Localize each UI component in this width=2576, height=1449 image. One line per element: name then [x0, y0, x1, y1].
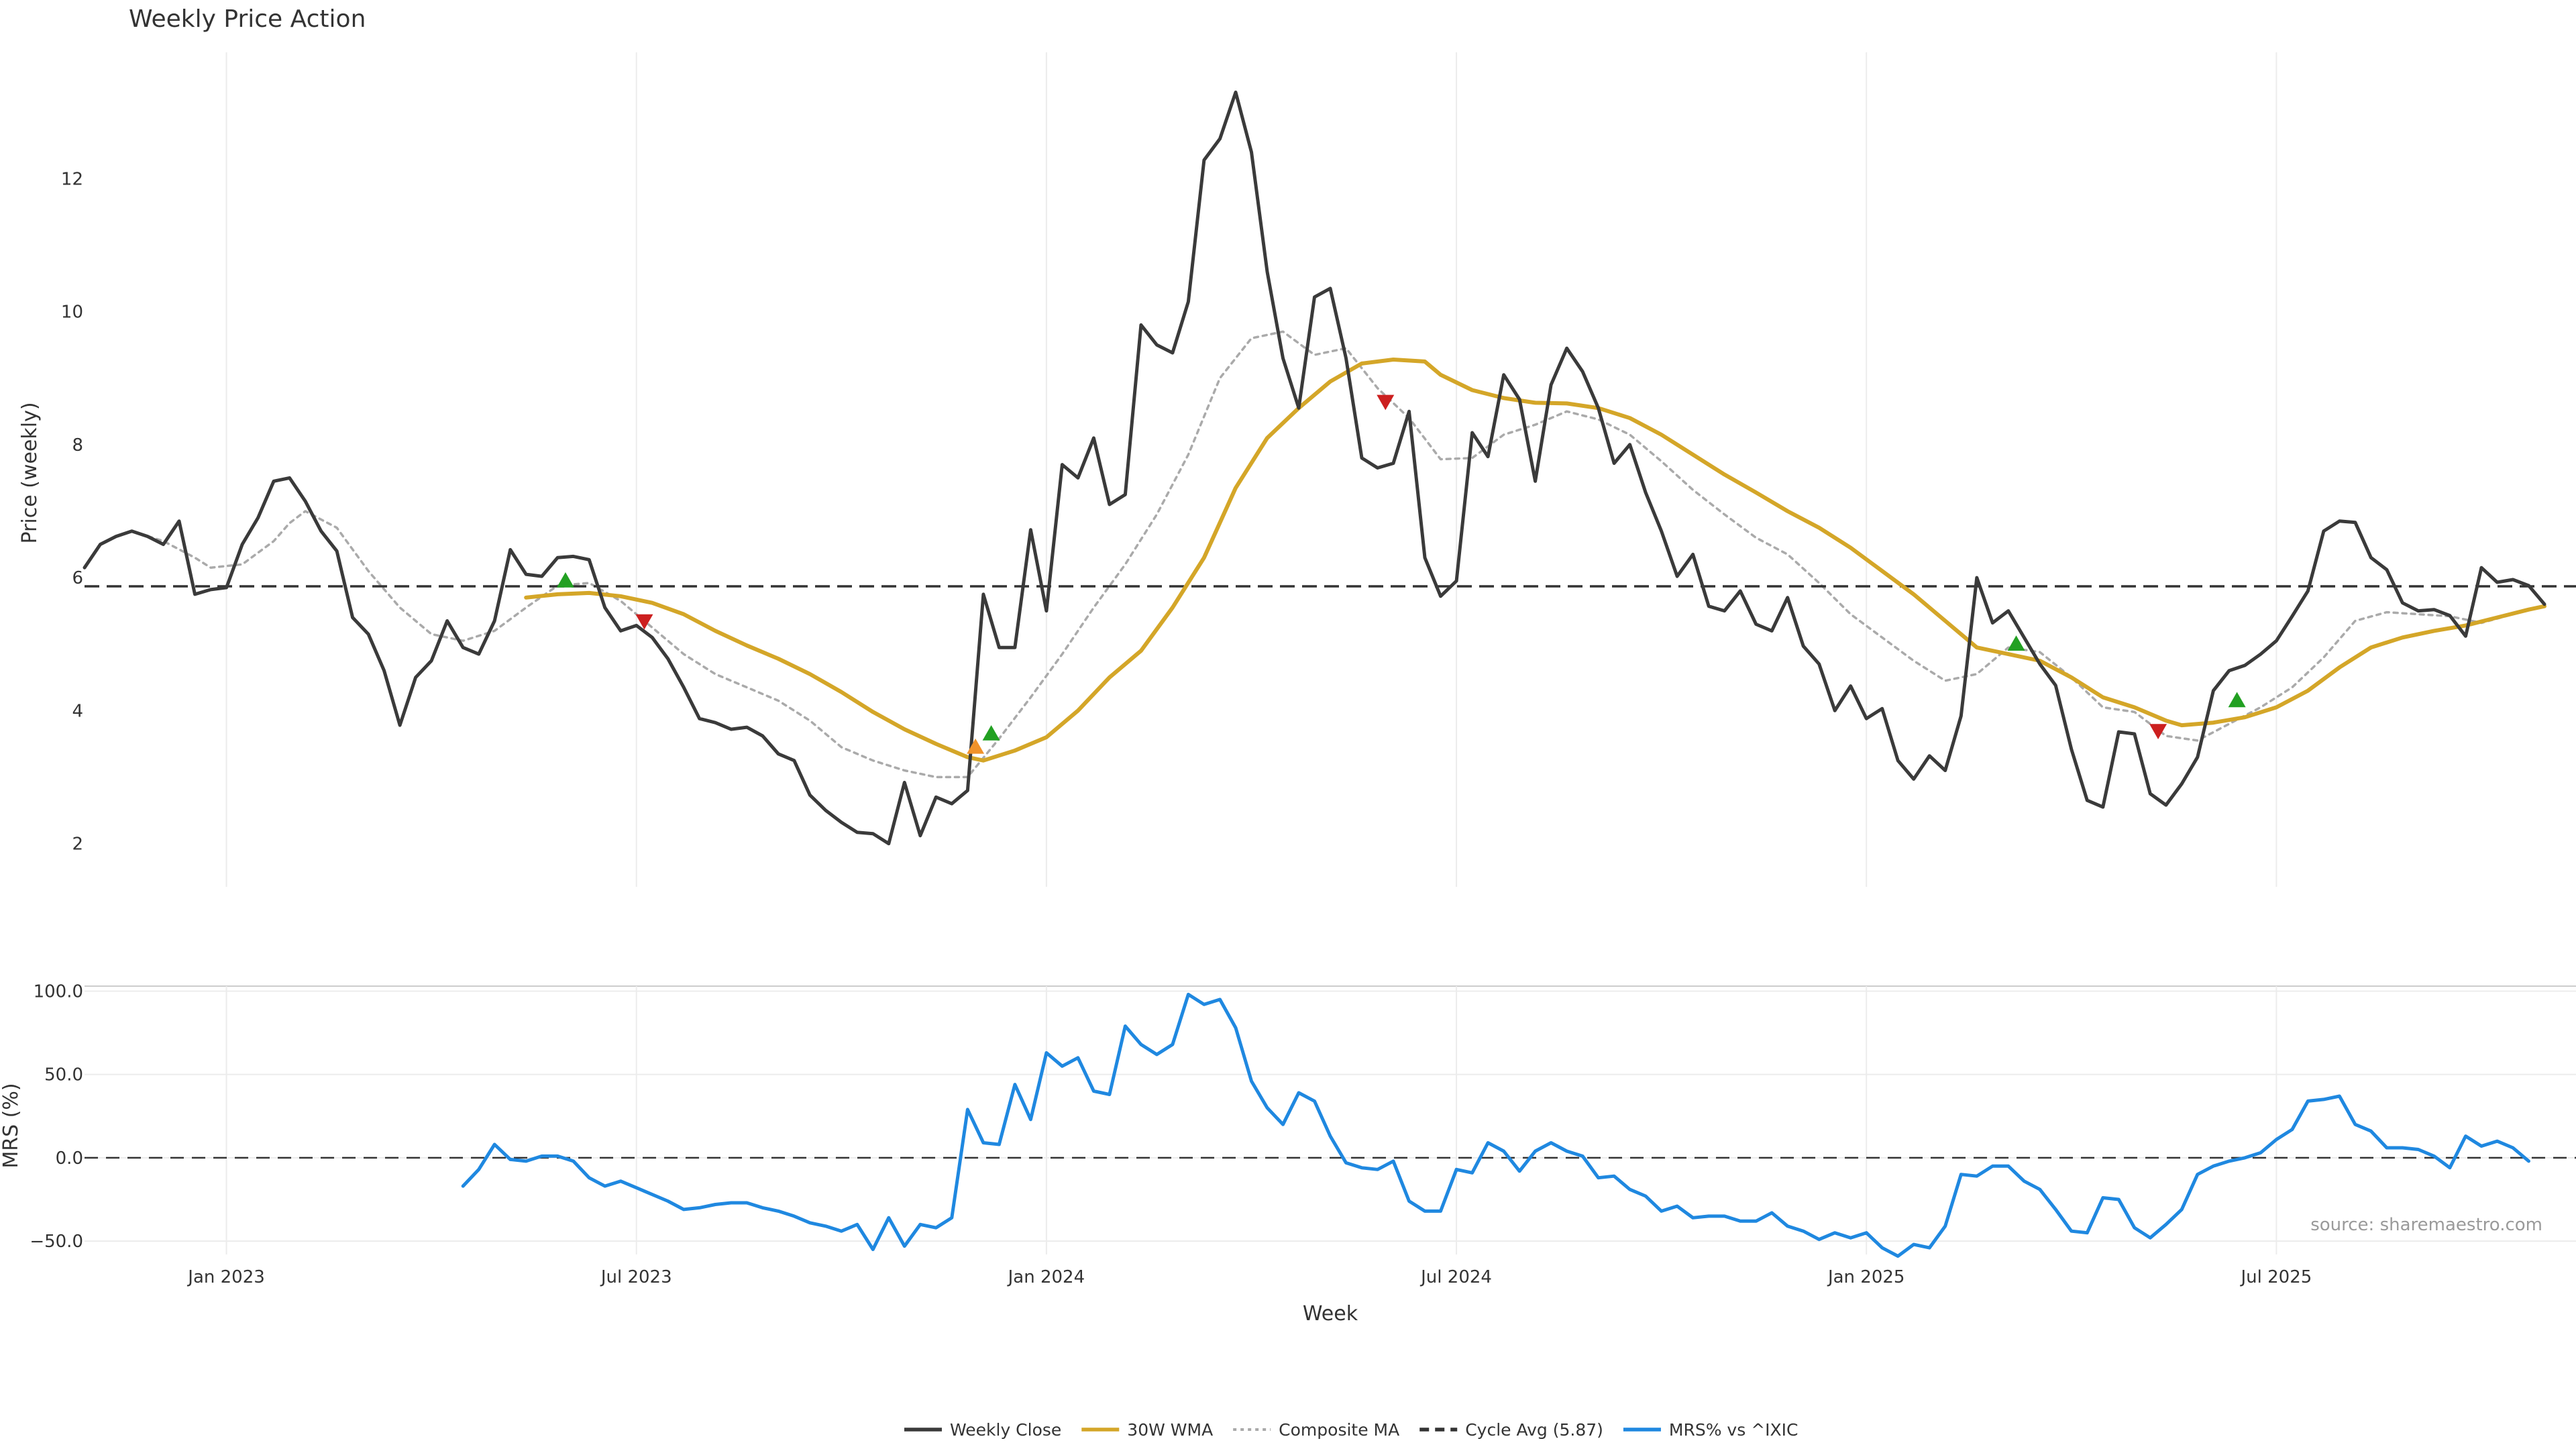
- signal-down-marker: [2149, 724, 2167, 740]
- legend-label: 30W WMA: [1127, 1420, 1213, 1440]
- series-line-30w-wma: [524, 358, 2546, 763]
- chart-title: Weekly Price Action: [129, 5, 366, 33]
- price-y-tick-label: 6: [72, 568, 83, 588]
- legend-label: Composite MA: [1279, 1420, 1399, 1440]
- signal-up-marker: [2228, 692, 2246, 708]
- x-tick-label: Jul 2023: [600, 1267, 672, 1287]
- price-y-tick-label: 12: [61, 169, 83, 189]
- mrs-y-ticks: 100.0 50.0 0.0 −50.0: [30, 981, 83, 1252]
- price-y-ticks: 2 4 6 8 10 12: [61, 169, 83, 854]
- mrs-y-tick-label: −50.0: [30, 1232, 83, 1252]
- legend-item: Weekly Close: [904, 1420, 1061, 1440]
- signal-up-marker: [556, 572, 574, 588]
- signal-down-marker: [635, 614, 653, 630]
- series-line-weekly-close: [83, 91, 2546, 846]
- legend: Weekly Close 30W WMA Composite MA Cycle Avg…: [904, 1420, 1798, 1440]
- series-line-composite-ma: [130, 330, 2546, 779]
- signal-up-marker: [2007, 635, 2025, 651]
- x-tick-label: Jan 2023: [186, 1267, 265, 1287]
- price-y-tick-label: 2: [72, 835, 83, 855]
- series-line-mrs-vs-ixic: [461, 992, 2530, 1258]
- source-note: source: sharemaestro.com: [2310, 1215, 2542, 1235]
- signal-up-marker: [982, 725, 1000, 741]
- x-tick-label: Jul 2025: [2239, 1267, 2312, 1287]
- price-y-tick-label: 10: [61, 303, 83, 323]
- legend-label: MRS% vs ^IXIC: [1669, 1420, 1799, 1440]
- price-markers: [556, 394, 2246, 754]
- price-y-tick-label: 4: [72, 701, 83, 721]
- signal-down-marker: [1377, 394, 1395, 411]
- price-series: [83, 91, 2576, 846]
- x-axis-ticks: Jan 2023 Jul 2023 Jan 2024 Jul 2024 Jan 2025…: [186, 1267, 2312, 1287]
- signal-up-marker: [967, 738, 985, 754]
- mrs-y-axis-label: MRS (%): [0, 1083, 23, 1168]
- legend-item: MRS% vs ^IXIC: [1623, 1420, 1799, 1440]
- mrs-y-tick-label: 50.0: [44, 1065, 83, 1085]
- mrs-y-tick-label: 100.0: [34, 981, 83, 1002]
- legend-item: Composite MA: [1233, 1420, 1399, 1440]
- price-panel: 2 4 6 8 10 12 Price (weekly): [18, 52, 2576, 887]
- legend-item: 30W WMA: [1081, 1420, 1213, 1440]
- x-tick-label: Jan 2024: [1007, 1267, 1085, 1287]
- mrs-series: [85, 992, 2576, 1258]
- x-tick-label: Jul 2024: [1419, 1267, 1492, 1287]
- x-tick-label: Jan 2025: [1827, 1267, 1905, 1287]
- price-y-tick-label: 8: [72, 435, 83, 455]
- mrs-y-tick-label: 0.0: [56, 1148, 83, 1169]
- price-grid: [225, 52, 2277, 887]
- x-axis-label: Week: [1303, 1302, 1358, 1326]
- legend-label: Weekly Close: [950, 1420, 1061, 1440]
- mrs-panel: 100.0 50.0 0.0 −50.0 MRS (%) source: sharem…: [0, 981, 2576, 1258]
- price-y-axis-label: Price (weekly): [18, 402, 42, 543]
- legend-label: Cycle Avg (5.87): [1465, 1420, 1603, 1440]
- legend-item: Cycle Avg (5.87): [1419, 1420, 1603, 1440]
